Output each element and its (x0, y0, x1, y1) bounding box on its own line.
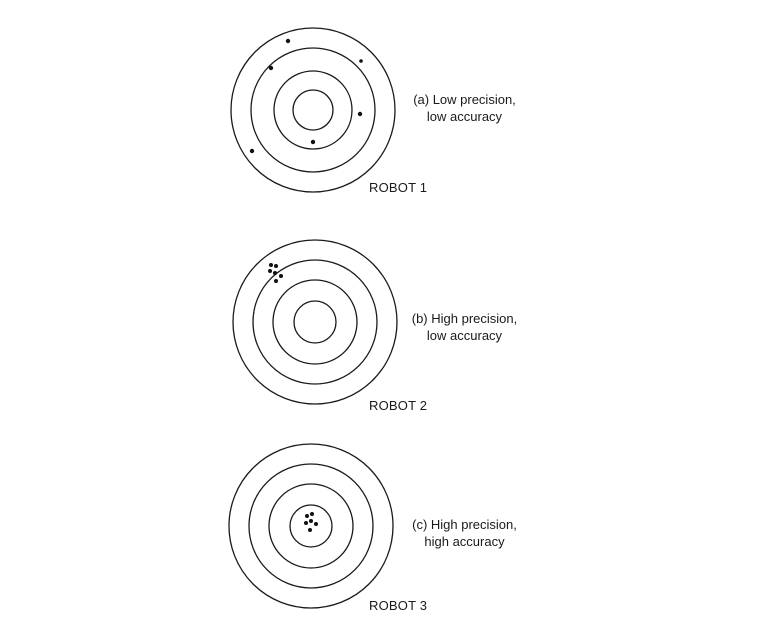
hit-mark (274, 264, 278, 268)
hit-mark (308, 528, 312, 532)
hit-mark (285, 38, 291, 44)
middle-ring (248, 463, 374, 589)
robot-label-1: ROBOT 1 (369, 180, 428, 195)
caption-line-1: (a) Low precision, (413, 92, 516, 107)
caption-robot-2: (b) High precision, low accuracy (402, 310, 527, 344)
outer-ring (230, 27, 396, 193)
caption-robot-3: (c) High precision, high accuracy (402, 516, 527, 550)
bullseye-ring (289, 504, 333, 548)
target-robot-2 (232, 239, 398, 405)
hit-mark (249, 148, 255, 154)
middle-ring (250, 47, 376, 173)
target-robot-1 (230, 27, 396, 193)
inner-ring (273, 70, 353, 150)
hit-mark (305, 514, 309, 518)
target-robot-3 (228, 443, 394, 609)
hit-mark (273, 271, 277, 275)
hit-mark (279, 274, 283, 278)
bullseye-ring (292, 89, 334, 131)
caption-robot-1: (a) Low precision, low accuracy (402, 91, 527, 125)
hit-mark (310, 512, 314, 516)
hit-mark (268, 65, 274, 71)
target-panel-robot-2: (b) High precision, low accuracy ROBOT 2 (0, 226, 771, 426)
outer-ring (228, 443, 394, 609)
hit-mark (268, 269, 272, 273)
hit-mark (274, 279, 278, 283)
caption-line-1: (c) High precision, (412, 517, 517, 532)
outer-ring (232, 239, 398, 405)
target-panel-robot-3: (c) High precision, high accuracy ROBOT … (0, 432, 771, 632)
middle-ring (252, 259, 378, 385)
bullseye-ring (293, 300, 337, 344)
caption-line-1: (b) High precision, (411, 311, 518, 326)
caption-line-2: high accuracy (424, 534, 505, 549)
inner-ring (272, 279, 358, 365)
hit-mark (269, 263, 273, 267)
hit-mark (314, 522, 318, 526)
robot-label-3: ROBOT 3 (369, 598, 428, 613)
caption-line-2: low accuracy (426, 109, 503, 124)
hit-mark (359, 59, 363, 63)
hit-mark (309, 519, 313, 523)
robot-label-2: ROBOT 2 (369, 398, 428, 413)
inner-ring (268, 483, 354, 569)
hit-mark (304, 521, 308, 525)
target-panel-robot-1: (a) Low precision, low accuracy ROBOT 1 (0, 18, 771, 218)
hit-mark (310, 139, 316, 145)
hit-mark (357, 111, 363, 117)
caption-line-2: low accuracy (426, 328, 503, 343)
